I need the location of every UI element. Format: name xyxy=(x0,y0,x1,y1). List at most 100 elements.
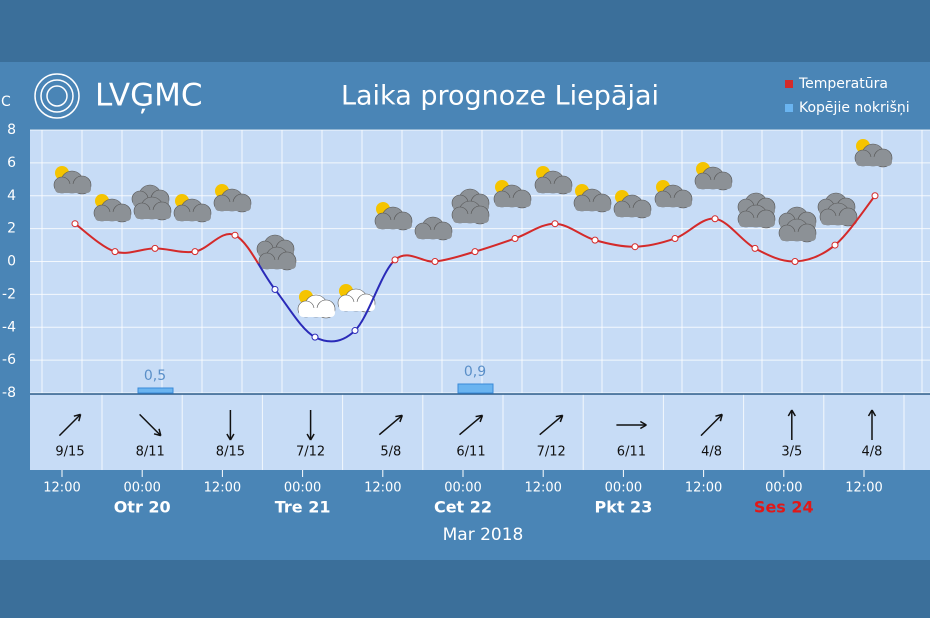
temperature-point xyxy=(791,258,799,265)
cloud-base xyxy=(175,212,211,221)
temperature-point xyxy=(711,215,719,223)
x-tick-label: 00:00 xyxy=(444,481,481,496)
weather-icon xyxy=(297,290,336,319)
wind-head xyxy=(639,420,647,426)
wind-arrow xyxy=(616,420,647,430)
precip-bar xyxy=(137,387,174,394)
cloud-base xyxy=(376,220,412,229)
weather-icon xyxy=(613,190,652,219)
temperature-point xyxy=(351,327,359,335)
plot-area xyxy=(30,130,930,470)
day-label: Cet 22 xyxy=(434,498,492,517)
temperature-point xyxy=(151,244,159,252)
wind-label: 9/15 xyxy=(55,445,84,460)
y-tick-label: -8 xyxy=(2,385,16,401)
wind-head xyxy=(158,428,162,436)
wind-shaft xyxy=(539,414,564,436)
cloud-base xyxy=(575,202,611,211)
cloud-base xyxy=(55,184,91,193)
weather-icon xyxy=(53,166,92,195)
wind-arrow xyxy=(139,413,162,437)
wind-label: 5/8 xyxy=(380,445,401,460)
weather-icon xyxy=(133,196,172,221)
y-tick-label: -2 xyxy=(2,286,16,302)
wind-arrow xyxy=(226,410,235,441)
wind-arrow xyxy=(306,410,315,441)
wind-head xyxy=(309,433,315,441)
wind-head xyxy=(395,414,403,418)
x-tick-label: 00:00 xyxy=(605,481,642,496)
y-tick-label: -4 xyxy=(2,319,16,335)
weather-icon xyxy=(854,139,893,168)
weather-icon xyxy=(414,216,453,241)
wind-arrow xyxy=(459,414,484,436)
weather-icon xyxy=(573,184,612,213)
precip-label: 0,9 xyxy=(464,364,486,380)
cloud-base xyxy=(260,260,296,269)
x-tick-label: 00:00 xyxy=(765,481,802,496)
weather-icon xyxy=(534,166,573,195)
temperature-point xyxy=(271,285,279,293)
temperature-point xyxy=(831,241,839,249)
wind-head xyxy=(787,409,793,417)
temperature-point xyxy=(591,236,599,244)
wind-arrow xyxy=(378,414,403,436)
temperature-point xyxy=(471,248,479,256)
weather-icon xyxy=(654,180,693,209)
wind-shaft xyxy=(459,414,483,436)
wind-head xyxy=(871,409,877,417)
wind-head xyxy=(555,414,563,418)
x-tick-label: 12:00 xyxy=(364,481,401,496)
weather-icon xyxy=(694,162,733,191)
x-tick-label: 12:00 xyxy=(43,481,80,496)
cloud-base xyxy=(856,157,892,166)
legend-label: Temperatūra xyxy=(798,76,888,92)
wind-shaft xyxy=(378,414,403,436)
x-tick-label: 12:00 xyxy=(524,481,561,496)
x-tick-label: 00:00 xyxy=(284,481,321,496)
temperature-point xyxy=(631,243,639,251)
logo-text: LVĢMC xyxy=(95,78,203,114)
cloud-base xyxy=(135,210,171,219)
wind-head xyxy=(639,424,647,430)
wind-label: 7/12 xyxy=(537,445,566,460)
wind-head xyxy=(475,414,483,418)
precip-label: 0,5 xyxy=(144,368,166,384)
y-tick-label: 8 xyxy=(7,122,16,138)
x-tick-label: 12:00 xyxy=(204,481,241,496)
weather-icon xyxy=(819,202,858,227)
wind-label: 6/11 xyxy=(456,445,485,460)
weather-icon xyxy=(374,202,413,231)
wind-label: 3/5 xyxy=(781,445,802,460)
temperature-point xyxy=(431,258,439,265)
temperature-point xyxy=(391,256,399,264)
cloud-base xyxy=(780,232,816,241)
wind-label: 8/15 xyxy=(216,445,245,460)
chart-title: Laika prognoze Liepājai xyxy=(341,81,659,112)
temperature-point xyxy=(871,192,879,200)
cloud-base xyxy=(453,214,489,223)
temperature-point xyxy=(551,220,559,228)
weather-icon xyxy=(337,284,376,313)
temperature-point xyxy=(191,248,199,256)
wind-head xyxy=(479,415,484,423)
cloud-base xyxy=(739,218,775,227)
y-tick-label: -6 xyxy=(2,352,16,368)
temperature-point xyxy=(71,220,79,228)
cloud-base xyxy=(821,216,857,225)
day-label: Otr 20 xyxy=(114,498,171,517)
weather-icon xyxy=(493,180,532,209)
temperature-point xyxy=(311,333,319,341)
weather-icon xyxy=(778,218,817,243)
wind-label: 8/11 xyxy=(136,445,165,460)
cloud-base xyxy=(696,180,732,189)
x-tick-label: 00:00 xyxy=(123,481,160,496)
day-label: Tre 21 xyxy=(275,498,331,517)
temperature-point xyxy=(111,248,119,256)
weather-icon xyxy=(737,204,776,229)
month-label: Mar 2018 xyxy=(443,525,524,545)
wind-head xyxy=(226,433,232,441)
weather-icon xyxy=(258,246,297,271)
legend-swatch xyxy=(785,80,793,88)
